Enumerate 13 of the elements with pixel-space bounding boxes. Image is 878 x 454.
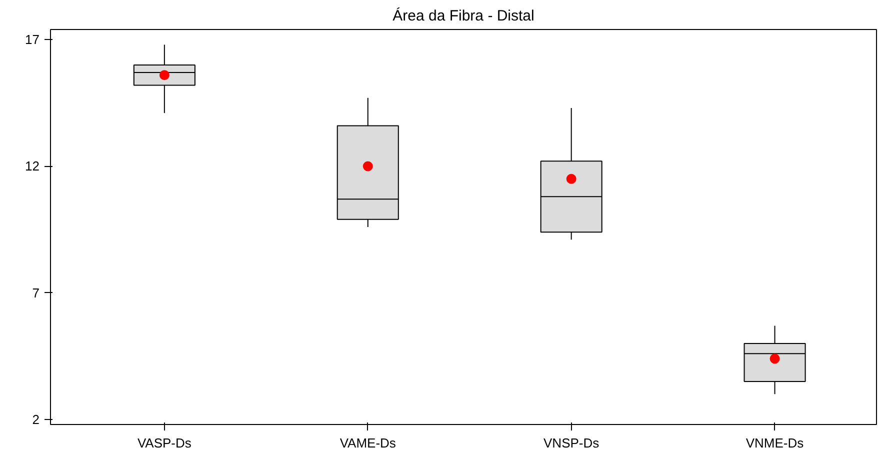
point — [159, 70, 170, 80]
y-tick-label: 7 — [32, 285, 40, 300]
x-tick-label: VNME-Ds — [746, 436, 804, 450]
point — [362, 161, 373, 172]
x-tick-label: VAME-Ds — [340, 436, 396, 450]
x-tick-label: VNSP-Ds — [544, 436, 600, 450]
point — [566, 174, 576, 184]
y-tick-label: 2 — [32, 412, 40, 427]
y-tick-label: 12 — [25, 158, 40, 174]
y-tick-label: 17 — [25, 32, 40, 48]
chart-title: Área da Fibra - Distal — [392, 6, 534, 24]
point — [770, 354, 780, 364]
x-tick-label: VASP-Ds — [137, 436, 192, 450]
